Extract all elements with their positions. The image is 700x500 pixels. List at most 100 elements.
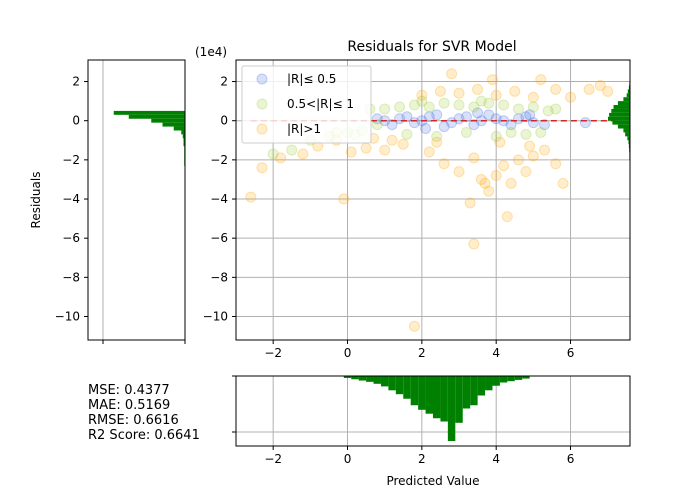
y-axis-label: Residuals [29, 172, 43, 229]
left-hist-bar [173, 126, 185, 131]
scatter-point-series-2 [535, 74, 547, 86]
scatter-point-series-1 [408, 99, 420, 111]
bottom-hist-bar [455, 376, 463, 423]
bottom-hist-axes: −2 0 2 4 6 [232, 375, 575, 466]
bottom-hist-bar [514, 376, 523, 380]
main-x-tick-label: 0 [344, 346, 352, 360]
scatter-point-series-2 [565, 91, 577, 103]
bottom-x-tick-label: 4 [492, 452, 500, 466]
main-scatter-points [245, 68, 614, 332]
scatter-point-series-2 [275, 152, 287, 164]
main-y-tick-label: −6 [210, 231, 228, 245]
scatter-point-series-1 [527, 101, 539, 113]
right-hist-bar [628, 144, 630, 149]
right-hist-bar [625, 132, 630, 137]
scatter-point-series-0 [512, 113, 524, 125]
scatter-point-series-2 [453, 87, 465, 99]
right-hist-bar [623, 128, 630, 133]
left-y-tick-label: −2 [62, 153, 80, 167]
scatter-point-series-2 [505, 177, 517, 189]
right-hist-bar [611, 108, 630, 113]
scatter-point-series-2 [583, 83, 595, 95]
scatter-point-series-1 [490, 130, 502, 142]
scatter-point-series-1 [542, 105, 554, 117]
scatter-point-series-2 [594, 79, 606, 91]
scatter-point-series-2 [527, 91, 539, 103]
main-y-tick-label: −2 [210, 153, 228, 167]
scatter-point-series-0 [472, 107, 484, 119]
left-hist-bar [162, 122, 185, 127]
bottom-hist-bar [522, 376, 530, 379]
left-hist-bar [128, 114, 185, 119]
scatter-point-series-2 [297, 148, 309, 160]
main-plot-frame [235, 59, 631, 341]
right-hist-bar [623, 97, 630, 102]
legend-label-series-0: |R|≤ 0.5 [287, 72, 336, 86]
bottom-hist-bar [425, 376, 433, 414]
left-y-tick-label: −8 [62, 270, 80, 284]
main-x-tick-label: 6 [567, 346, 575, 360]
scatter-point-series-1 [460, 126, 472, 138]
left-hist-bar [151, 118, 185, 123]
scatter-point-series-1 [453, 99, 465, 111]
bottom-hist-bar [403, 376, 411, 399]
scatter-point-series-2 [360, 142, 372, 154]
scatter-point-series-1 [520, 128, 532, 140]
main-x-tick-label: 4 [492, 346, 500, 360]
scatter-point-series-2 [494, 136, 506, 148]
bottom-hist-bar [499, 376, 508, 383]
bottom-hist-bar [395, 376, 404, 395]
left-y-tick-label: 2 [72, 75, 80, 89]
scatter-point-series-2 [431, 136, 443, 148]
scatter-point-series-2 [490, 170, 502, 182]
main-y-tick-label: 2 [220, 75, 228, 89]
right-hist-bar [612, 120, 630, 125]
scatter-point-series-2 [386, 134, 398, 146]
bottom-hist-bar [440, 376, 448, 422]
bottom-hist-bar [388, 376, 396, 391]
scatter-point-series-2 [408, 320, 420, 332]
scatter-point-series-1 [394, 101, 406, 113]
left-hist-bar [183, 142, 185, 147]
chart-title: Residuals for SVR Model [347, 39, 516, 55]
scatter-point-series-0 [401, 111, 413, 123]
bottom-x-tick-label: 0 [344, 452, 352, 466]
bottom-hist-bar [343, 376, 352, 378]
scatter-point-series-0 [420, 123, 432, 135]
scatter-point-series-2 [338, 193, 350, 205]
bottom-hist-frame [235, 375, 631, 447]
scatter-point-series-2 [472, 83, 484, 95]
main-y-tick-label: −8 [210, 270, 228, 284]
x-axis-label: Predicted Value [386, 474, 479, 488]
scatter-point-series-2 [256, 162, 268, 174]
scatter-point-series-1 [498, 99, 510, 111]
legend-frame [241, 65, 372, 144]
bottom-x-tick-label: 6 [567, 452, 575, 466]
legend-marker-series-0 [256, 73, 268, 85]
metric-mse: MSE: 0.4377 [88, 383, 170, 398]
scatter-point-series-1 [379, 103, 391, 115]
scatter-point-series-2 [379, 144, 391, 156]
metric-mae: MAE: 0.5169 [88, 398, 171, 413]
legend: |R|≤ 0.5 0.5<|R|≤ 1 |R|>1 [241, 65, 372, 144]
metric-r2: R2 Score: 0.6641 [88, 428, 200, 443]
bottom-hist-bar [507, 376, 515, 382]
scatter-point-series-2 [453, 166, 465, 178]
scatter-point-series-2 [520, 166, 532, 178]
scatter-point-series-2 [438, 158, 450, 170]
right-hist-bar [617, 124, 630, 129]
bottom-hist-bar [462, 376, 471, 409]
scatter-point-series-1 [267, 148, 279, 160]
main-y-tick-label: −10 [203, 310, 228, 324]
bottom-hist-bar [351, 376, 359, 380]
scatter-point-series-1 [512, 103, 524, 115]
left-hist-axes: 2 0 −2 −4 −6 −8 −10 [55, 75, 186, 344]
scatter-point-series-1 [286, 144, 298, 156]
scatter-point-series-2 [550, 83, 562, 95]
metric-rmse: RMSE: 0.6616 [88, 413, 179, 428]
metrics-panel: MSE: 0.4377 MAE: 0.5169 RMSE: 0.6616 R2 … [88, 383, 200, 443]
left-y-tick-label: −4 [62, 192, 80, 206]
scatter-point-series-2 [468, 238, 480, 250]
left-marginal-histogram [113, 110, 185, 166]
left-hist-frame [87, 59, 186, 341]
